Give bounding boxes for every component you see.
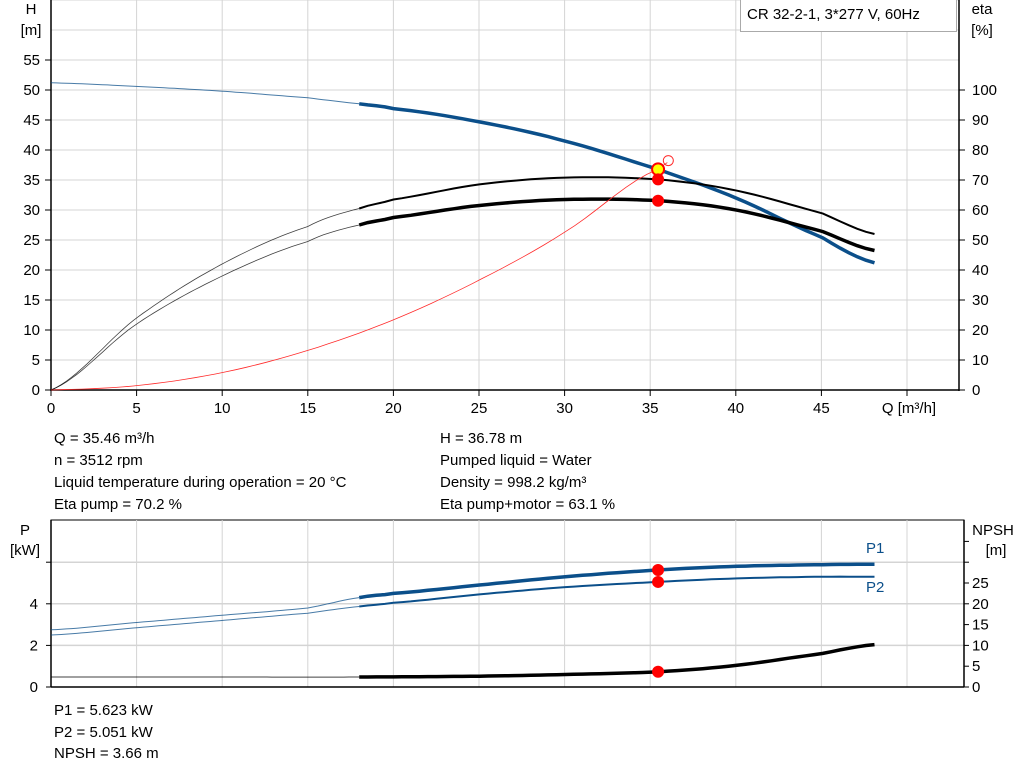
duty-point-P2 [652,575,665,588]
y-left-tick-label: 4 [30,596,38,613]
x-tick-label: 10 [214,400,231,417]
series-label-p1: P1 [866,540,884,557]
series-line-eta_pump_motor-extended [50,224,360,391]
info-eta-pump-motor: Eta pump+motor = 63.1 % [440,496,616,513]
series-line-eta_pump_motor [358,197,875,253]
y-right-tick-label: 40 [972,262,989,279]
y-left-tick-label: 35 [23,172,40,189]
info-eta-pump: Eta pump = 70.2 % [54,496,182,513]
y-right-tick-label: 20 [972,596,989,613]
y-left-tick-label: 45 [23,112,40,129]
y-right-tick-label: 90 [972,112,989,129]
y-left-tick-label: 50 [23,82,40,99]
y-right-tick-label: 10 [972,637,989,654]
x-tick-label: 30 [556,400,573,417]
info-speed: n = 3512 rpm [54,452,143,469]
y-right-tick-label: 30 [972,292,989,309]
y-right-tick-label: 10 [972,352,989,369]
series-line-head-extended [50,82,360,105]
x-tick-label: 25 [471,400,488,417]
series-line-eta_pump [358,176,875,235]
y-right-axis-unit: [%] [971,22,993,39]
y-right-axis-unit: [m] [986,542,1007,559]
y-right-tick-label: 0 [972,382,980,399]
x-tick-label: 0 [47,400,55,417]
info-p1: P1 = 5.623 kW [54,702,153,719]
x-tick-label: 5 [132,400,140,417]
y-left-tick-label: 0 [30,679,38,696]
info-npsh: NPSH = 3.66 m [54,745,159,762]
info-flow: Q = 35.46 m³/h [54,430,155,447]
y-right-axis-label: eta [972,1,994,18]
x-tick-label: 15 [299,400,316,417]
pump-legend-box: CR 32-2-1, 3*277 V, 60Hz [740,0,957,32]
y-left-tick-label: 20 [23,262,40,279]
y-left-axis-unit: [kW] [10,542,40,559]
series-line-eta_pump-extended [50,208,360,391]
y-right-tick-label: 80 [972,142,989,159]
y-right-tick-label: 50 [972,232,989,249]
y-right-tick-label: 5 [972,658,980,675]
y-right-axis-label: NPSH [972,522,1014,539]
y-left-axis-label: H [26,1,37,18]
x-axis-label: Q [m³/h] [882,400,936,417]
system-curve-end-marker [662,155,674,167]
y-right-tick-label: 0 [972,679,980,696]
y-left-tick-label: 10 [23,322,40,339]
y-left-tick-label: 15 [23,292,40,309]
info-liquid-temperature: Liquid temperature during operation = 20… [54,474,347,491]
y-left-tick-label: 2 [30,637,38,654]
y-left-tick-label: 5 [32,352,40,369]
x-tick-label: 20 [385,400,402,417]
y-right-tick-label: 20 [972,322,989,339]
y-left-tick-label: 40 [23,142,40,159]
y-left-tick-label: 0 [32,382,40,399]
info-density: Density = 998.2 kg/m³ [440,474,587,491]
series-line-system [50,162,668,391]
info-pumped-liquid: Pumped liquid = Water [440,452,592,469]
y-left-axis-label: P [20,522,30,539]
y-left-axis-unit: [m] [21,22,42,39]
series-label-p2: P2 [866,579,884,596]
x-tick-label: 40 [727,400,744,417]
y-left-tick-label: 55 [23,52,40,69]
series-line-NPSH [359,642,875,679]
duty-point-P1 [652,564,665,577]
x-tick-label: 45 [813,400,830,417]
duty-point-NPSH [652,665,665,678]
y-right-tick-label: 15 [972,617,989,634]
y-left-tick-label: 25 [23,232,40,249]
series-line-P2 [359,575,875,608]
series-line-head [358,102,876,265]
y-right-tick-label: 60 [972,202,989,219]
y-right-tick-label: 100 [972,82,997,99]
series-line-P1-extended [50,597,360,631]
y-left-tick-label: 30 [23,202,40,219]
y-right-tick-label: 25 [972,575,989,592]
duty-point-eta_pump_motor [652,194,665,207]
series-line-P2-extended [50,606,360,636]
y-right-tick-label: 70 [972,172,989,189]
info-p2: P2 = 5.051 kW [54,724,153,741]
series-line-P1 [358,562,875,600]
info-head: H = 36.78 m [440,430,523,447]
duty-point-eta_pump [652,173,665,186]
x-tick-label: 35 [642,400,659,417]
